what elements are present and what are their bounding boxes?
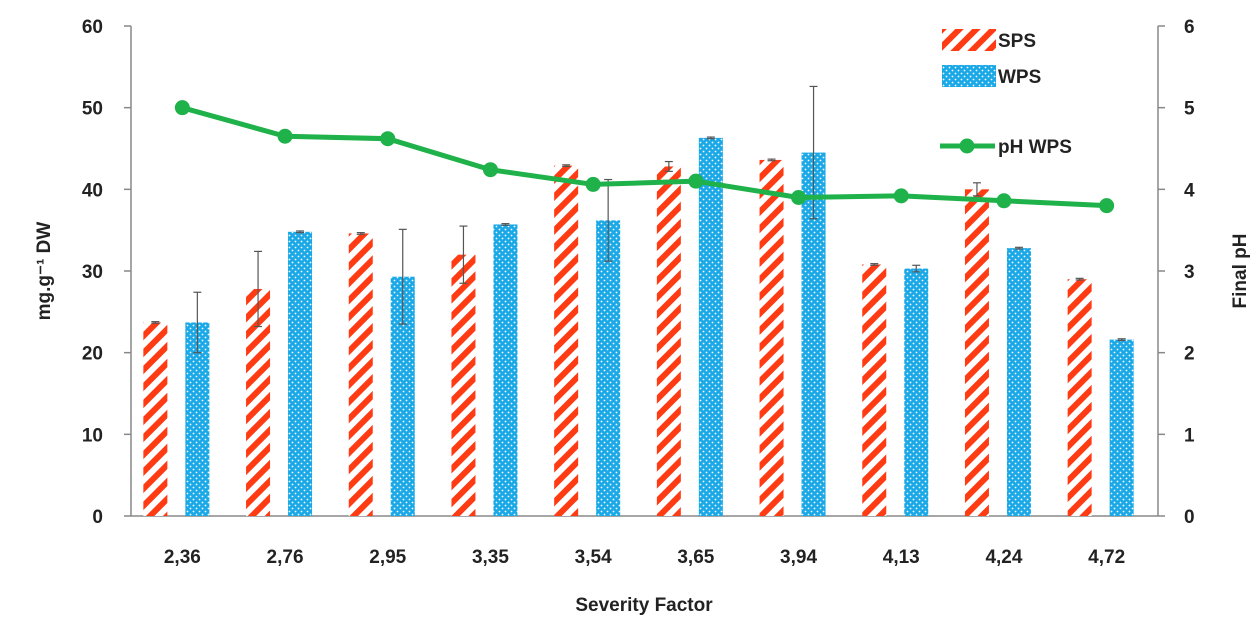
bar-wps [185,322,210,516]
ph-wps-point [996,193,1012,209]
left-y-tick-label: 60 [82,17,103,38]
left-y-tick-label: 30 [82,262,103,283]
ph-wps-point [277,128,293,144]
right-y-tick-label: 3 [1184,262,1195,283]
left-y-tick-label: 20 [82,344,103,365]
bar-sps [862,264,887,516]
right-y-tick-label: 5 [1184,99,1195,120]
ph-wps-point [791,190,807,205]
ph-wps-point [174,100,190,116]
axes [130,26,1159,517]
ph-wps-point [1099,198,1115,214]
legend-label-ph-wps: pH WPS [998,137,1072,158]
y2-axis-title: Final pH [1230,234,1251,309]
x-tick-label: 3,35 [472,547,509,568]
left-y-tick-label: 40 [82,180,103,201]
x-tick-label: 2,36 [164,547,201,568]
x-tick-label: 3,54 [575,547,612,568]
ph-wps-line [181,105,1107,209]
x-tick-label: 2,95 [369,547,406,568]
right-y-tick-label: 2 [1184,344,1195,365]
bar-sps [246,288,271,516]
right-y-tick-label: 4 [1184,180,1195,201]
bar-sps [143,322,168,516]
right-y-ticks: 0 1 2 3 4 5 6 [1158,17,1195,528]
bar-sps [656,166,681,516]
right-y-tick-label: 6 [1184,17,1195,38]
x-tick-label: 3,65 [677,547,714,568]
bar-wps [904,268,929,516]
bar-wps [596,220,621,516]
bar-sps [1067,279,1092,516]
x-ticks: 2,36 2,76 2,95 3,35 3,54 3,65 3,94 4,13 4,24 4,72 [164,547,1125,568]
bar-wps [698,137,723,516]
left-y-tick-label: 10 [82,425,103,446]
bar-wps [493,224,518,516]
bar-sps [554,165,579,516]
x-tick-label: 4,72 [1088,547,1125,568]
legend-swatch-wps [942,65,996,87]
legend-swatch-sps [942,29,996,51]
right-y-tick-label: 0 [1184,507,1195,528]
left-y-tick-label: 50 [82,99,103,120]
x-tick-label: 4,13 [883,547,920,568]
bar-wps [1109,339,1134,516]
x-tick-label: 3,94 [780,547,817,568]
error-bars [151,85,1126,354]
ph-wps-point [585,176,601,192]
ph-wps-point [893,188,909,204]
ph-wps-point [380,131,396,147]
x-axis-title: Severity Factor [575,595,713,616]
bar-sps [348,233,373,516]
left-y-ticks: 0 10 20 30 40 50 60 [82,17,131,528]
legend-label-sps: SPS [998,31,1036,52]
x-tick-label: 2,76 [267,547,304,568]
ph-line [174,100,1115,214]
ph-wps-point [688,173,704,189]
ph-wps-point [482,162,498,178]
y-axis-title: mg.g⁻¹ DW [34,222,55,321]
right-y-tick-label: 1 [1184,425,1195,446]
bar-sps [451,254,476,516]
legend-swatch-ph-marker [959,138,975,154]
bars [143,137,1134,517]
bar-sps [964,189,989,517]
legend-label-wps: WPS [998,67,1041,88]
bar-wps [1006,248,1031,516]
left-y-tick-label: 0 [92,507,103,528]
bar-sps [759,159,784,516]
x-tick-label: 4,24 [985,547,1022,568]
bar-wps [288,231,313,517]
legend: SPS WPS pH WPS [940,29,1072,158]
